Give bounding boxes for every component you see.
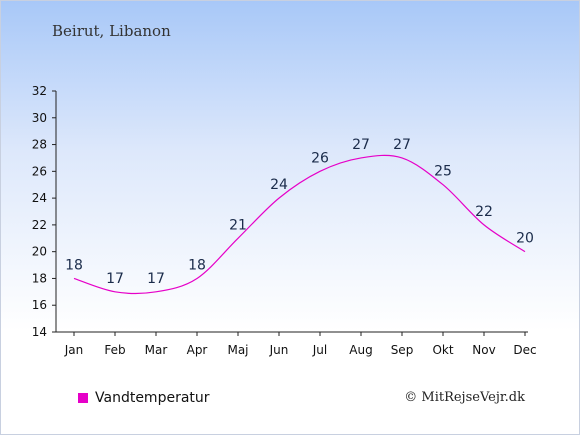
x-tick-label: Apr	[187, 343, 208, 357]
series-line-vandtemperatur	[73, 154, 526, 295]
chart-series	[73, 154, 526, 295]
x-tick-label: Okt	[432, 343, 453, 357]
y-tick-label: 28	[32, 138, 47, 152]
data-label: 24	[270, 177, 288, 193]
y-tick-label: 30	[32, 111, 47, 125]
legend: Vandtemperatur	[78, 390, 210, 406]
data-label: 25	[434, 164, 452, 180]
x-tick-label: Nov	[472, 343, 495, 357]
x-tick-label: Jan	[64, 343, 84, 357]
x-tick-label: Sep	[391, 343, 414, 357]
x-tick-label: Mar	[145, 343, 168, 357]
legend-swatch	[78, 393, 88, 403]
y-tick-label: 20	[32, 245, 47, 259]
legend-label: Vandtemperatur	[95, 390, 210, 406]
data-label: 17	[147, 271, 165, 287]
x-tick-label: Jun	[269, 343, 289, 357]
x-tick-label: Jul	[312, 343, 327, 357]
x-tick-label: Maj	[227, 343, 248, 357]
x-tick-label: Dec	[513, 343, 536, 357]
chart-data-labels: 18 17 17 18 21 24 26 27 27 25 22 20	[65, 137, 534, 287]
data-label: 27	[352, 137, 370, 153]
y-tick-label: 16	[32, 298, 47, 312]
y-tick-label: 18	[32, 271, 47, 285]
x-tick-label: Feb	[104, 343, 125, 357]
y-tick-label: 32	[32, 84, 47, 98]
data-label: 26	[311, 150, 329, 166]
data-label: 20	[516, 231, 534, 247]
data-label: 21	[229, 217, 247, 233]
y-tick-label: 26	[32, 164, 47, 178]
data-label: 22	[475, 204, 493, 220]
chart-axes: 14 16 18 20 22 24 26 28 30 32 Jan Feb Mar Apr Maj Jun Ju…	[32, 84, 537, 357]
x-tick-label: Aug	[349, 343, 372, 357]
y-tick-label: 14	[32, 325, 47, 339]
y-tick-label: 24	[32, 191, 47, 205]
copyright-text: © MitRejseVejr.dk	[404, 390, 525, 405]
data-label: 27	[393, 137, 411, 153]
y-tick-label: 22	[32, 218, 47, 232]
location-title: Beirut, Libanon	[52, 22, 171, 40]
data-label: 18	[65, 257, 83, 273]
data-label: 18	[188, 257, 206, 273]
data-label: 17	[106, 271, 124, 287]
